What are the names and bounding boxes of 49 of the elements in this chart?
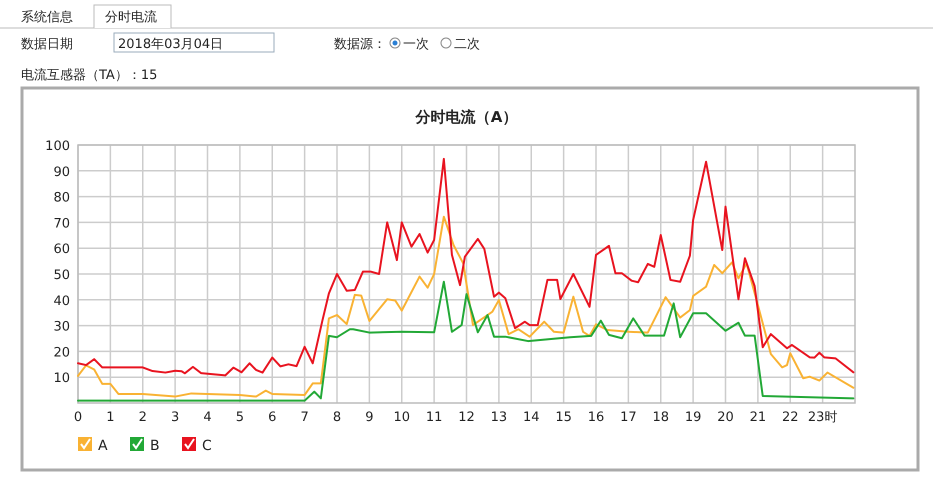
x-tick-label: 10 — [393, 410, 410, 425]
x-tick-label: 11 — [426, 410, 442, 425]
legend-label: B — [150, 438, 160, 454]
legend-label: A — [98, 438, 108, 454]
y-tick-label: 30 — [53, 320, 70, 335]
x-tick-label: 20 — [717, 410, 734, 425]
text: 分时电流 — [105, 9, 157, 25]
line-series — [77, 158, 854, 376]
x-tick-label: 5 — [236, 410, 244, 425]
text: 2018年03月04日 — [118, 37, 224, 52]
x-tick-label: 1 — [106, 410, 115, 425]
y-tick-label: 100 — [45, 139, 70, 154]
x-tick-label: 12 — [458, 410, 475, 425]
x-tick-label: 17 — [620, 410, 637, 425]
y-tick-label: 60 — [53, 242, 70, 258]
legend-label: C — [202, 438, 212, 454]
x-tick-label: 4 — [203, 410, 212, 425]
y-tick-label: 90 — [53, 164, 70, 180]
y-tick-label: 20 — [53, 345, 70, 360]
x-tick-label: 15 — [555, 410, 572, 425]
x-tick-label: 14 — [522, 410, 540, 425]
x-tick-label: 8 — [332, 410, 342, 425]
line-series — [77, 280, 854, 402]
x-tick-label: 7 — [300, 410, 309, 425]
chart-title: 分时电流（A） — [414, 108, 518, 126]
x-tick-label: 19 — [684, 410, 702, 425]
line-series — [77, 216, 854, 398]
text: 数据源： — [334, 37, 386, 52]
x-tick-label: 9 — [365, 410, 374, 425]
text: 一次 — [403, 37, 429, 52]
x-tick-label: 6 — [268, 410, 276, 425]
y-tick-label: 80 — [53, 190, 70, 206]
x-tick-label: 18 — [652, 410, 670, 425]
x-tick-label: 3 — [170, 410, 180, 425]
text: 系统信息 — [21, 10, 73, 25]
y-tick-label: 50 — [53, 268, 70, 283]
y-tick-label: 70 — [53, 216, 70, 232]
x-tick-label: 21 — [750, 410, 766, 425]
text: 二次 — [454, 37, 480, 52]
x-tick-label: 22 — [782, 410, 799, 425]
x-tick-label: 2 — [138, 410, 147, 425]
y-tick-label: 10 — [53, 371, 70, 386]
text: 电流互感器（TA）：15 — [21, 67, 158, 83]
x-tick-label: 23时 — [808, 410, 838, 425]
y-tick-label: 40 — [53, 294, 70, 309]
x-tick-label: 16 — [588, 410, 604, 425]
x-tick-label: 13 — [490, 410, 508, 425]
text: 数据日期 — [21, 37, 73, 52]
x-tick-label: 0 — [74, 410, 82, 425]
